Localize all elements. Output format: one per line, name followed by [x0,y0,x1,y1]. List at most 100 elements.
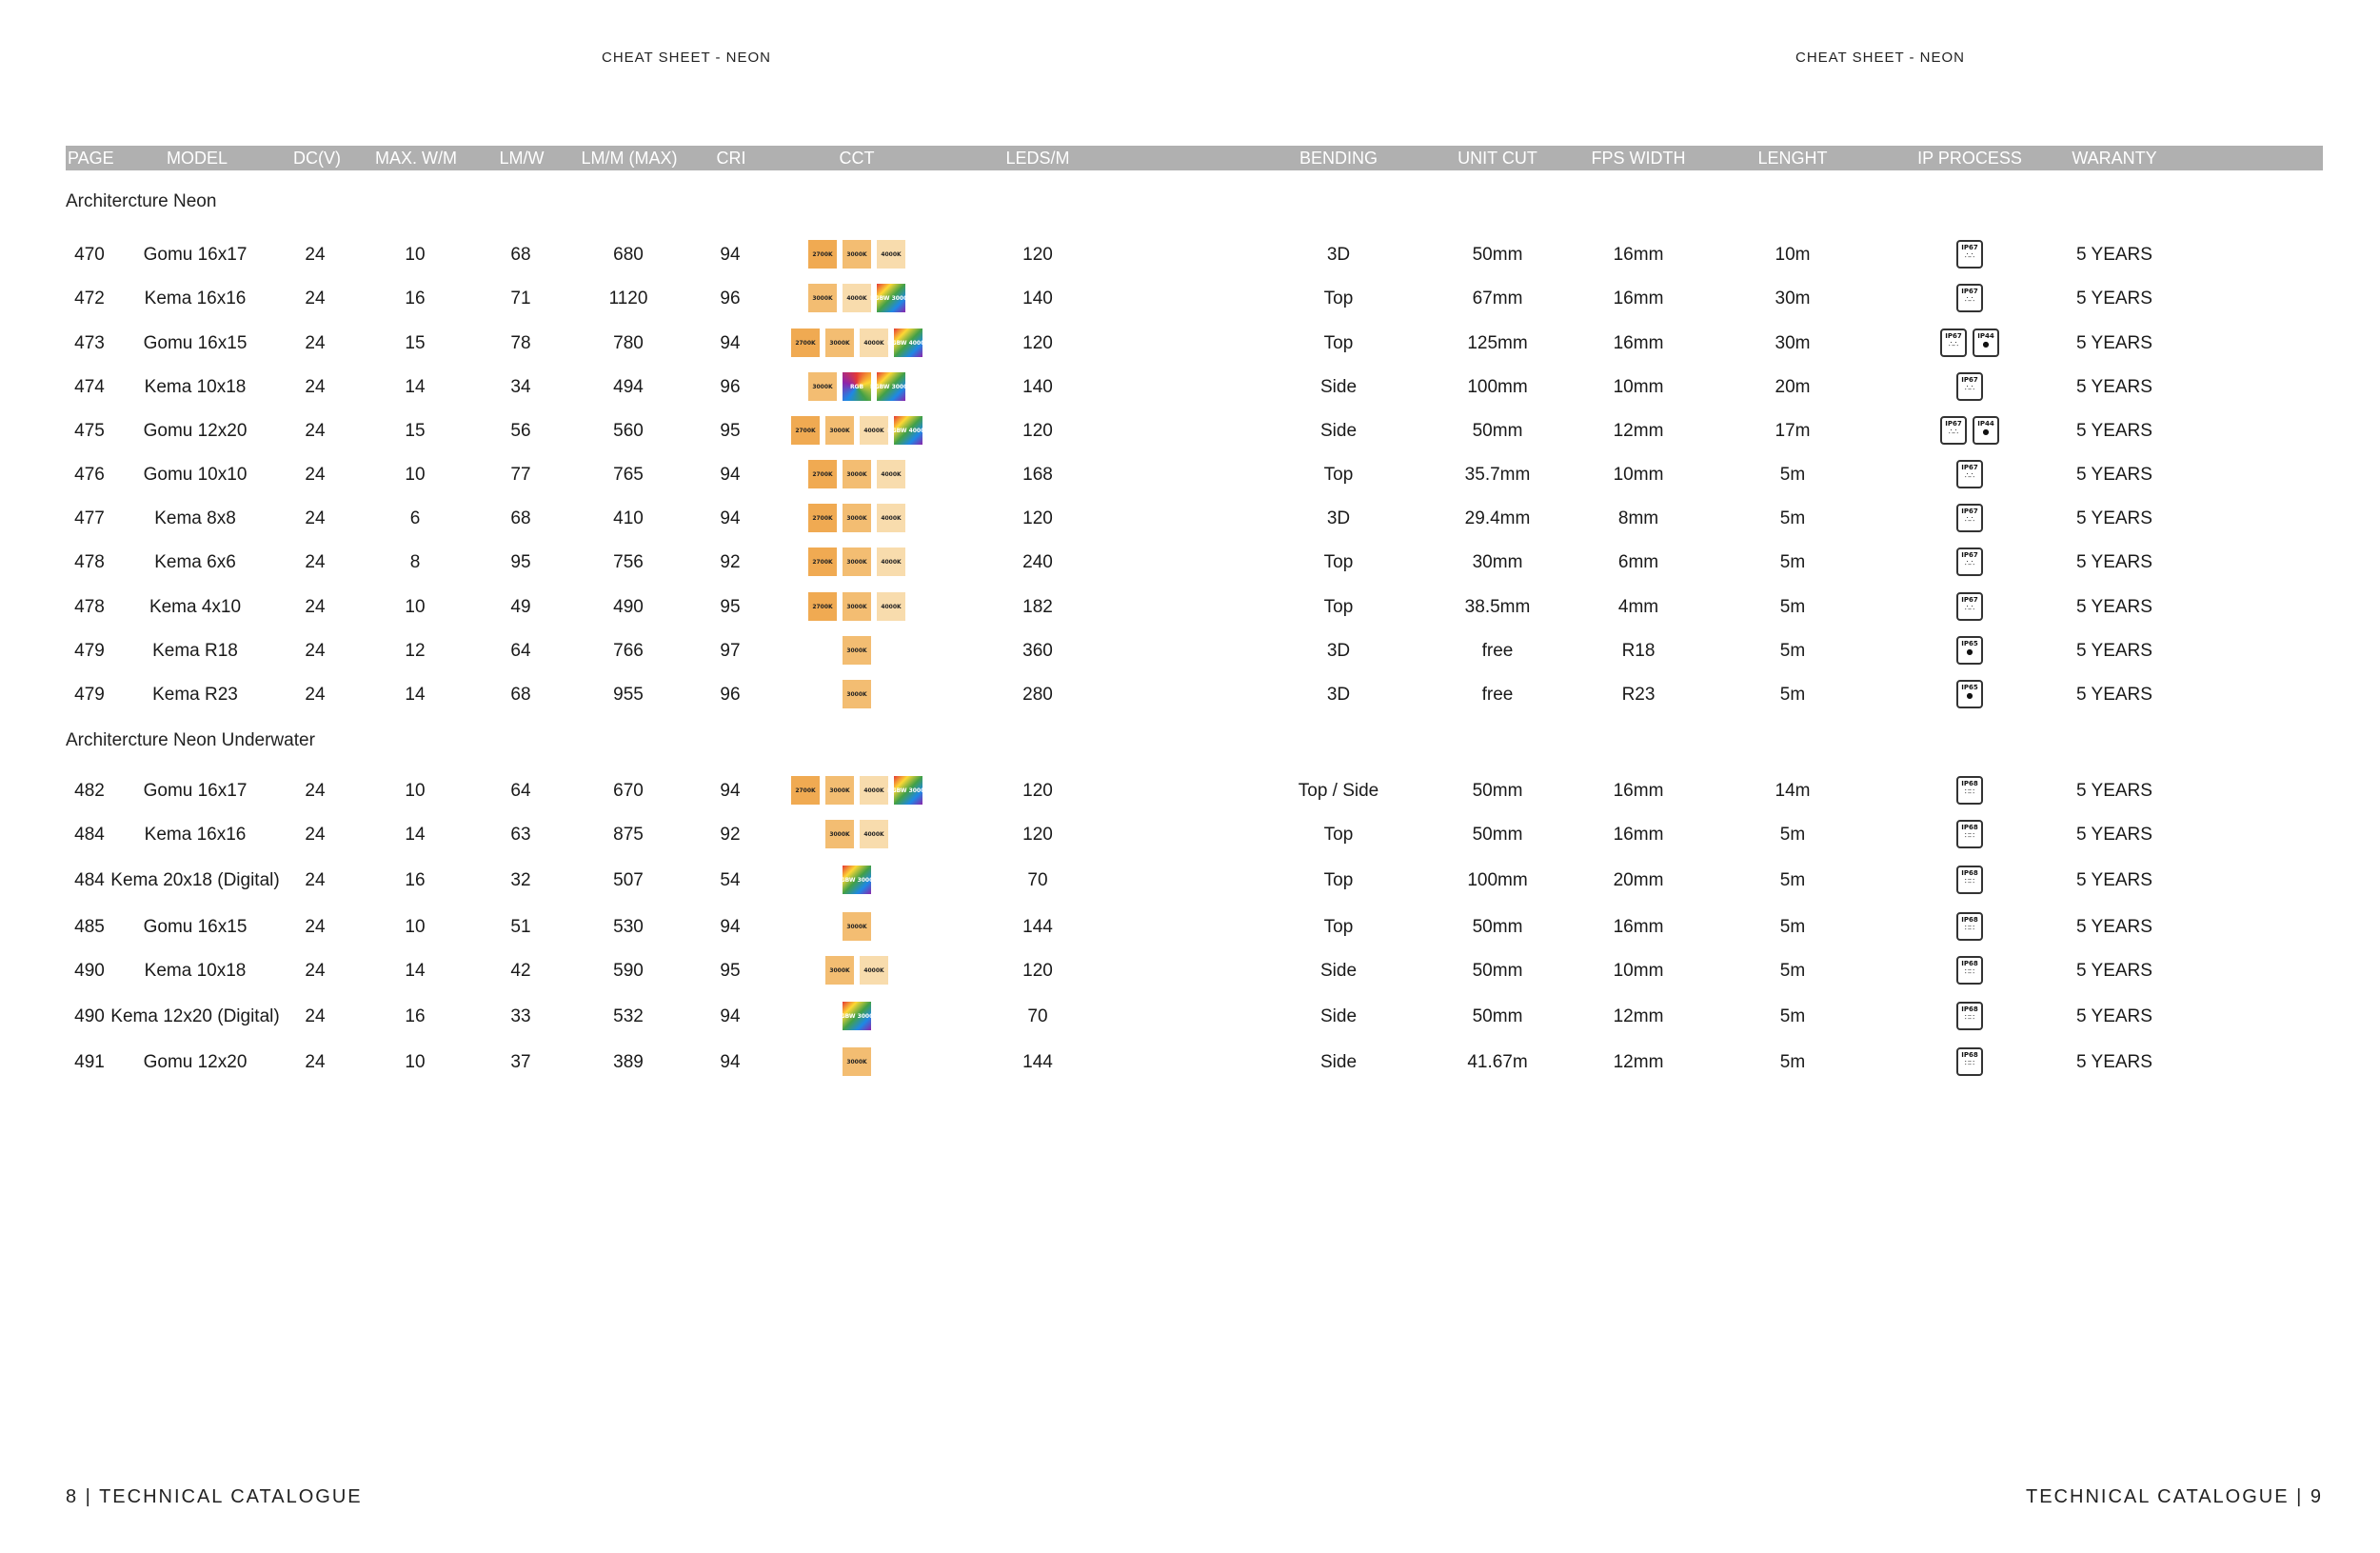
cell-warranty: 5 YEARS [2076,244,2152,265]
cell-cct: 2700K 3000K 4000K [808,541,905,583]
ip-rating-label: IP68 [1961,1051,1978,1059]
cell-page: 476 [74,464,105,485]
cell-length: 20m [1775,376,1811,397]
cct-swatch: 3000K [843,460,871,488]
water-drop-icon: ∷∷ [1964,1059,1975,1067]
ip67-icon: IP67 ∴∴ [1940,329,1967,357]
cell-cri: 96 [720,684,741,705]
cell-leds: 120 [1022,420,1053,441]
ip68-icon: IP68 ∷∷ [1956,912,1983,941]
cell-cct: 2700K 3000K 4000K RGBW 3000K [791,769,929,811]
cell-fpswidth: 4mm [1617,596,1659,617]
cell-lmw: 33 [510,1005,531,1026]
cell-cri: 54 [720,869,741,890]
cell-page: 491 [74,1051,105,1072]
ip68-icon: IP68 ∷∷ [1956,1002,1983,1030]
cell-cct: 2700K 3000K 4000K [808,586,905,627]
cell-leds: 120 [1022,332,1053,353]
table-row: 490 Kema 10x18 24 14 42 590 95 3000K 4000K 120 Sid… [0,949,2380,991]
ip-process-icons: IP65 ● [1956,680,1983,708]
cell-cri: 96 [720,288,741,309]
cell-lmw: 95 [510,551,531,572]
cct-swatch: 3000K [825,329,854,357]
table-row: 478 Kema 4x10 24 10 49 490 95 2700K 3000K 4000K 18… [0,586,2380,627]
cct-swatch: RGBW 4000K [887,329,929,357]
cct-swatch: 4000K [877,548,905,576]
water-drop-icon: ∴∴ [1964,515,1975,524]
ip68-icon: IP68 ∷∷ [1956,1047,1983,1076]
cell-leds: 144 [1022,1051,1053,1072]
cct-swatches: 3000K RGB RGBW 3000K [808,372,912,401]
ip-rating-label: IP67 [1945,420,1962,428]
cct-swatches: RGBW 3000K [836,866,878,894]
water-drop-icon: ∴∴ [1948,428,1959,436]
cell-unitcut: 35.7mm [1464,464,1531,485]
cell-bending: 3D [1326,684,1351,705]
cell-lmw: 77 [510,464,531,485]
cell-ip: IP67 ∴∴ [1956,497,1983,539]
cell-warranty: 5 YEARS [2076,640,2152,661]
ip-process-icons: IP67 ∴∴ [1956,372,1983,401]
cell-bending: Top [1323,916,1354,937]
ip-process-icons: IP68 ∷∷ [1956,956,1983,985]
cell-fpswidth: 10mm [1613,464,1664,485]
cell-maxw: 12 [405,640,426,661]
cell-model: Gomu 12x20 [143,420,248,441]
water-drop-icon: ● [1966,647,1973,656]
cell-cri: 94 [720,780,741,801]
cct-swatch: 3000K [843,636,871,665]
cct-swatch: RGBW 3000K [836,1002,878,1030]
table-row: 484 Kema 16x16 24 14 63 875 92 3000K 4000K 120 Top… [0,813,2380,855]
cell-page: 479 [74,684,105,705]
cct-swatch: RGBW 3000K [836,866,878,894]
cell-leds: 120 [1022,960,1053,981]
cell-cri: 95 [720,596,741,617]
cct-swatch: 4000K [860,956,888,985]
cell-cct: 2700K 3000K 4000K RGBW 4000K [791,409,929,451]
cct-swatch: 2700K [791,416,820,445]
cell-warranty: 5 YEARS [2076,1051,2152,1072]
cell-ip: IP65 ● [1956,629,1983,671]
cell-page: 484 [74,824,105,845]
cell-warranty: 5 YEARS [2076,824,2152,845]
water-drop-icon: ∴∴ [1964,559,1975,567]
cell-ip: IP68 ∷∷ [1956,906,1983,947]
cct-swatch: 4000K [860,776,888,805]
cell-lmw: 51 [510,916,531,937]
cell-length: 5m [1779,508,1806,528]
cell-dcv: 24 [305,376,326,397]
cell-length: 5m [1779,596,1806,617]
cell-fpswidth: 16mm [1613,780,1664,801]
cell-leds: 120 [1022,244,1053,265]
cell-page: 477 [74,508,105,528]
cct-swatches: 3000K [843,1047,871,1076]
ip68-icon: IP68 ∷∷ [1956,866,1983,894]
table-row: 473 Gomu 16x15 24 15 78 780 94 2700K 3000K 4000K R… [0,322,2380,364]
cell-page: 485 [74,916,105,937]
cell-lmw: 71 [510,288,531,309]
cell-fpswidth: R18 [1621,640,1656,661]
cell-warranty: 5 YEARS [2076,332,2152,353]
water-drop-icon: ∴∴ [1948,340,1959,348]
ip68-icon: IP68 ∷∷ [1956,956,1983,985]
cell-cri: 92 [720,551,741,572]
cell-warranty: 5 YEARS [2076,916,2152,937]
cell-dcv: 24 [305,960,326,981]
cct-swatch: 4000K [877,592,905,621]
cell-maxw: 14 [405,376,426,397]
cell-lmw: 68 [510,244,531,265]
cell-dcv: 24 [305,464,326,485]
cell-warranty: 5 YEARS [2076,420,2152,441]
cell-length: 10m [1775,244,1811,265]
cell-cri: 92 [720,824,741,845]
column-header-ip: IP PROCESS [1917,149,2022,168]
ip-process-icons: IP67 ∴∴ [1956,240,1983,269]
cct-swatch: 2700K [808,504,837,532]
cell-fpswidth: 12mm [1613,1051,1664,1072]
cell-fpswidth: 10mm [1613,376,1664,397]
cell-cri: 95 [720,960,741,981]
ip-process-icons: IP65 ● [1956,636,1983,665]
cell-ip: IP67 ∴∴ [1956,366,1983,408]
cct-swatches: 2700K 3000K 4000K [808,548,905,576]
table-row: 479 Kema R23 24 14 68 955 96 3000K 280 3D free R23 5… [0,673,2380,715]
